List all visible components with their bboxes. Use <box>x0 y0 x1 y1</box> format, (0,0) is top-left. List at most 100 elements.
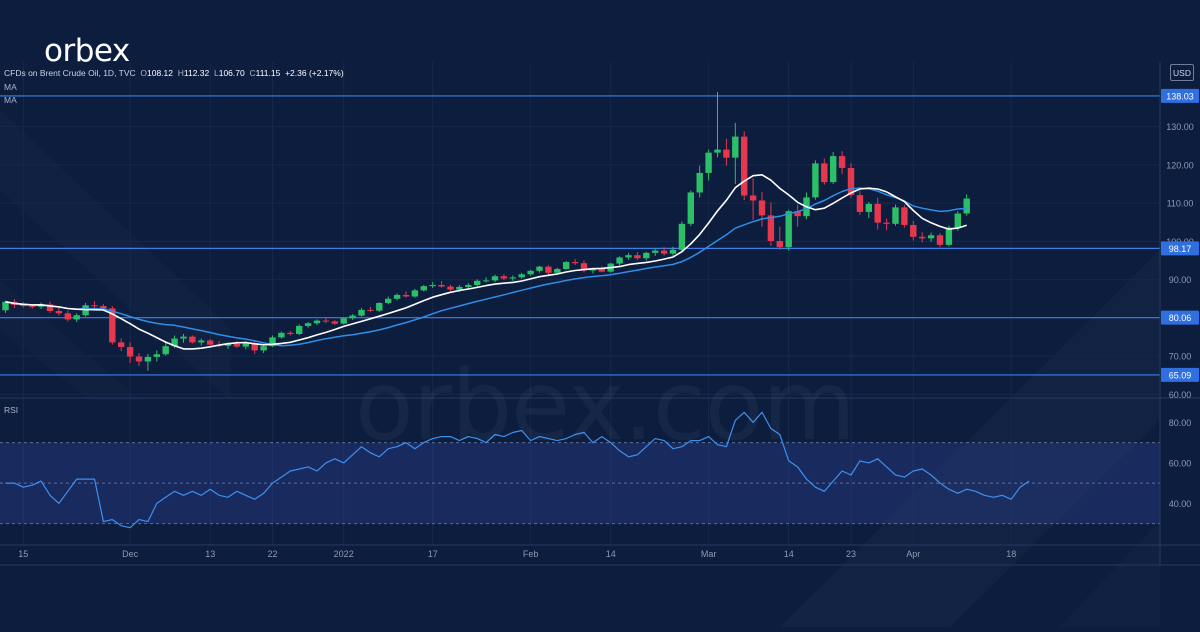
candle-body <box>963 198 970 214</box>
candle-body <box>349 315 356 319</box>
time-axis-labels: 15 Dec 13 22 2022 17 Feb 14 Mar 14 23 Apr 18 <box>18 549 1016 559</box>
candle-body <box>322 320 330 322</box>
candle-body <box>563 262 570 269</box>
candle-body <box>340 318 347 324</box>
candle-body <box>465 285 472 287</box>
candle-body <box>732 136 739 158</box>
grid-lines <box>0 62 1160 545</box>
candle-body <box>37 304 45 307</box>
candle-body <box>2 301 9 311</box>
candle-body <box>634 255 641 259</box>
candle-body <box>741 136 748 196</box>
candle-body <box>358 309 365 316</box>
candle-body <box>251 343 258 351</box>
candle-body <box>135 356 143 362</box>
candle-body <box>509 277 516 279</box>
rsi-tick-label: 80.00 <box>1169 418 1192 428</box>
candle-body <box>643 252 650 259</box>
candle-body <box>198 340 205 343</box>
currency-badge[interactable]: USD <box>1170 64 1194 81</box>
candle-body <box>385 298 392 303</box>
time-tick-label: 2022 <box>334 549 354 559</box>
candle-body <box>812 163 819 198</box>
candle-body <box>207 340 214 345</box>
candle-body <box>447 286 454 290</box>
candle-body <box>55 311 63 314</box>
ma-slow-line <box>5 187 967 347</box>
level-label: 65.09 <box>1169 370 1192 380</box>
candle-body <box>144 356 152 362</box>
time-tick-label: Apr <box>906 549 920 559</box>
ma-fast-line <box>5 174 967 350</box>
level-label-bg <box>1161 367 1199 382</box>
candle-body <box>278 332 285 338</box>
change-value: +2.36 (+2.17%) <box>285 68 344 78</box>
candle-body <box>100 306 107 309</box>
level-label: 138.03 <box>1166 91 1194 101</box>
candle-body <box>29 306 36 308</box>
rsi-axis-labels: 40.00 60.00 80.00 <box>1169 418 1192 509</box>
chart-header: CFDs on Brent Crude Oil, 1D, TVC O108.12… <box>4 68 344 78</box>
candle-body <box>171 338 178 347</box>
candle-body <box>589 268 597 271</box>
ma-indicator-label-2[interactable]: MA <box>4 95 17 105</box>
candle-body <box>180 336 187 339</box>
candle-body <box>456 286 463 290</box>
time-tick-label: 14 <box>784 549 794 559</box>
level-label-bg <box>1161 310 1199 325</box>
high-value: 112.32 <box>183 68 210 78</box>
candle-body <box>723 149 730 158</box>
candle-body <box>518 274 525 278</box>
candle-body <box>438 285 445 287</box>
low-value: 106.70 <box>218 68 245 78</box>
time-tick-label: 23 <box>846 549 856 559</box>
candle-body <box>927 235 935 239</box>
close-label: C <box>249 68 256 78</box>
candle-body <box>776 241 783 248</box>
candle-body <box>660 250 668 254</box>
time-tick-label: 14 <box>606 549 616 559</box>
candle-body <box>910 224 917 237</box>
candle-body <box>874 203 881 223</box>
candle-body <box>545 266 552 273</box>
candle-body <box>429 285 436 287</box>
time-tick-label: 15 <box>18 549 28 559</box>
candle-body <box>678 223 686 250</box>
candle-body <box>821 163 828 183</box>
candle-body <box>554 268 561 273</box>
ma-indicator-label-1[interactable]: MA <box>4 82 17 92</box>
candle-body <box>847 167 855 196</box>
moving-averages <box>5 174 967 350</box>
time-tick-label: 17 <box>428 549 438 559</box>
candle-body <box>109 308 116 343</box>
level-label-bg <box>1161 88 1199 103</box>
candle-body <box>945 227 953 245</box>
candle-body <box>242 343 249 347</box>
candle-body <box>936 235 944 245</box>
candle-body <box>705 152 712 173</box>
candle-body <box>224 343 232 346</box>
candle-body <box>91 305 98 307</box>
time-tick-label: 18 <box>1006 549 1016 559</box>
level-price-labels: 138.03 98.17 80.06 65.09 <box>1161 88 1199 382</box>
time-tick-label: Dec <box>122 549 139 559</box>
rsi-indicator-label[interactable]: RSI <box>4 405 19 415</box>
candle-body <box>580 263 588 271</box>
candle-body <box>313 320 321 324</box>
candle-body <box>865 203 872 212</box>
candle-body <box>376 302 383 311</box>
candle-body <box>919 236 926 239</box>
price-tick-label: 90.00 <box>1169 275 1192 285</box>
time-tick-label: Feb <box>523 549 539 559</box>
symbol-name[interactable]: CFDs on Brent Crude Oil, 1D, TVC <box>4 68 136 78</box>
time-tick-label: 22 <box>267 549 277 559</box>
candle-body <box>189 336 196 343</box>
candle-body <box>758 200 766 216</box>
high-label: H <box>177 68 184 78</box>
candle-body <box>331 321 338 324</box>
price-tick-label: 70.00 <box>1169 352 1192 362</box>
candle-body <box>883 222 890 224</box>
level-label-bg <box>1161 241 1199 256</box>
